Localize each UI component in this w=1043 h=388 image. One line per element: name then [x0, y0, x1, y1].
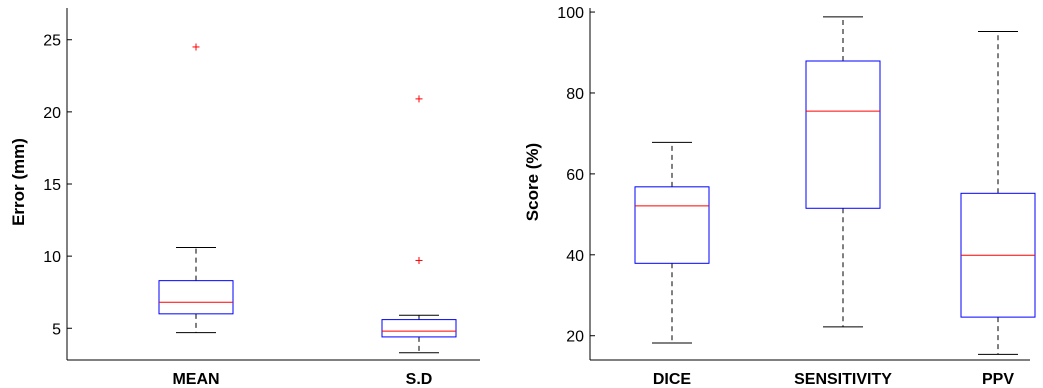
outlier-point — [192, 43, 200, 51]
iqr-box — [634, 186, 710, 264]
error-y-tick-label: 20 — [43, 105, 61, 122]
category-label-sensitivity: SENSITIVITY — [794, 371, 892, 388]
category-label-s-d: S.D — [406, 371, 433, 388]
iqr-box — [805, 60, 881, 209]
score-y-axis-label: Score (%) — [523, 143, 542, 221]
score-y-tick-label: 100 — [557, 5, 584, 22]
box-dice — [634, 141, 710, 344]
score-y-tick-label: 20 — [566, 329, 584, 346]
box-ppv — [960, 30, 1036, 355]
score-y-tick-label: 40 — [566, 248, 584, 265]
box-mean — [158, 43, 234, 334]
error-y-tick-label: 15 — [43, 177, 61, 194]
error-y-tick-label: 10 — [43, 249, 61, 266]
box-sensitivity — [805, 16, 881, 328]
error-y-axis-label: Error (mm) — [9, 138, 28, 226]
outlier-point — [415, 256, 423, 264]
category-label-mean: MEAN — [172, 371, 219, 388]
error-y-tick-label: 25 — [43, 33, 61, 50]
outlier-point — [415, 95, 423, 103]
score-boxplot: 20 40 60 80 100 Score (%) DICE SENSITIVITY PPV — [523, 5, 1036, 388]
category-label-dice: DICE — [653, 371, 692, 388]
iqr-box — [381, 319, 457, 338]
score-y-tick-label: 80 — [566, 86, 584, 103]
error-y-tick-label: 5 — [52, 321, 61, 338]
box-s-d — [381, 95, 457, 354]
category-label-ppv: PPV — [982, 371, 1014, 388]
score-y-tick-label: 60 — [566, 167, 584, 184]
error-boxplot: 5 10 15 20 25 Error (mm) MEAN S.D — [9, 8, 480, 388]
iqr-box — [158, 280, 234, 315]
